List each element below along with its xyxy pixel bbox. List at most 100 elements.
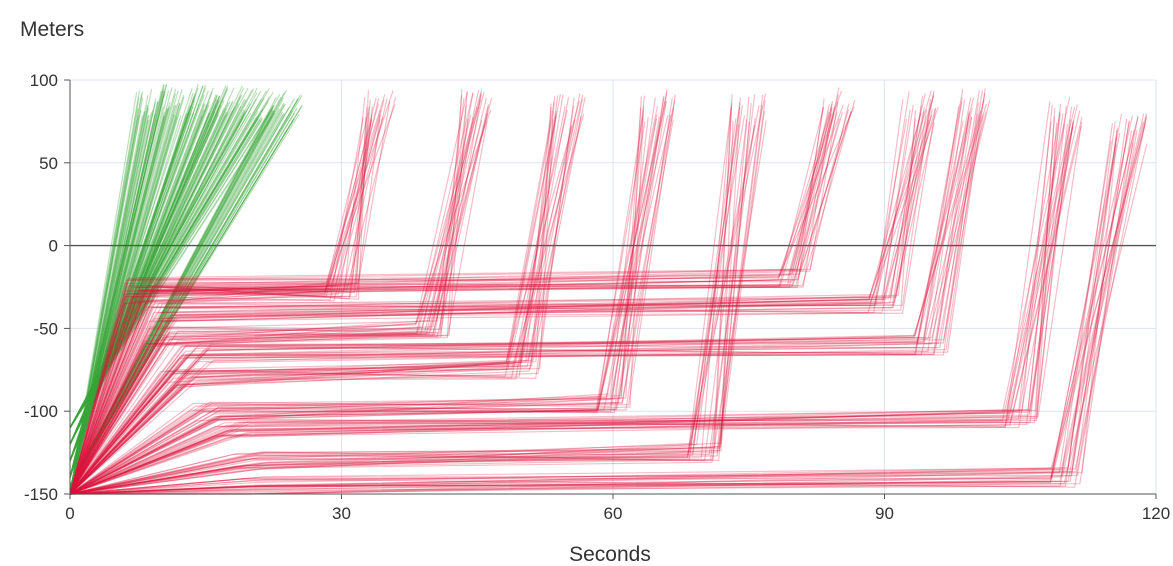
series-line-red bbox=[69, 108, 933, 495]
series-line-green bbox=[69, 85, 229, 445]
series-line-red bbox=[69, 98, 388, 495]
series-line-red bbox=[69, 102, 555, 495]
series-line-green bbox=[69, 115, 258, 429]
series-line-green bbox=[69, 103, 287, 486]
series-line-red bbox=[69, 98, 583, 495]
series-line-red bbox=[69, 93, 926, 495]
series-line-red bbox=[69, 104, 1078, 495]
series-line-red bbox=[69, 109, 492, 495]
series-line-green bbox=[69, 103, 205, 462]
series-line-green bbox=[69, 85, 204, 462]
series-line-green bbox=[69, 99, 220, 462]
series-line-green bbox=[69, 98, 300, 487]
series-line-green bbox=[69, 115, 203, 462]
series-line-red bbox=[69, 118, 381, 495]
series-line-red bbox=[69, 114, 984, 495]
series-line-red bbox=[69, 113, 585, 495]
series-line-red bbox=[69, 121, 1083, 495]
series-line-red bbox=[69, 109, 850, 495]
series-line-red bbox=[69, 107, 973, 495]
series-line-green bbox=[69, 107, 225, 445]
series-line-green bbox=[69, 113, 156, 495]
series-line-green bbox=[69, 90, 170, 478]
series-line-red bbox=[69, 114, 672, 495]
series-line-green bbox=[69, 87, 173, 478]
series-line-green bbox=[69, 112, 211, 462]
series-line-red bbox=[69, 122, 935, 495]
series-line-green bbox=[69, 116, 263, 429]
series-line-red bbox=[69, 118, 908, 495]
series-line-red bbox=[69, 98, 825, 495]
series-line-green bbox=[69, 98, 299, 487]
series-line-green bbox=[69, 109, 154, 495]
series-line-red bbox=[69, 104, 844, 495]
series-line-green bbox=[69, 98, 296, 487]
series-line-red bbox=[69, 112, 843, 495]
y-tick-label: 100 bbox=[30, 71, 58, 90]
series-line-green bbox=[69, 108, 139, 495]
y-tick-label: -50 bbox=[33, 319, 58, 338]
series-line-red bbox=[69, 117, 649, 495]
series-line-red bbox=[69, 116, 981, 495]
series-line-green bbox=[69, 93, 197, 462]
series-line-red bbox=[69, 96, 586, 495]
series-line-green bbox=[69, 106, 171, 478]
series-line-green bbox=[69, 87, 249, 429]
series-line-red bbox=[69, 108, 833, 495]
x-tick-label: 60 bbox=[604, 504, 623, 523]
series-line-red bbox=[69, 121, 1116, 495]
series-line-red bbox=[69, 97, 665, 495]
series-line-green bbox=[69, 96, 242, 445]
series-line-green bbox=[69, 109, 168, 495]
series-line-red bbox=[69, 107, 552, 495]
series-line-red bbox=[69, 105, 1067, 495]
series-line-red bbox=[69, 106, 939, 495]
series-line-red bbox=[69, 117, 973, 495]
series-line-green bbox=[69, 111, 145, 495]
series-line-red bbox=[69, 98, 932, 495]
y-tick-label: 0 bbox=[49, 237, 58, 256]
series-line-green bbox=[69, 98, 257, 429]
series-line-green bbox=[69, 109, 142, 495]
series-line-red bbox=[69, 100, 667, 495]
series-line-red bbox=[69, 129, 1135, 495]
series-line-red bbox=[69, 110, 917, 495]
series-line-red bbox=[69, 111, 987, 495]
series-line-red bbox=[69, 107, 732, 495]
series-line-red bbox=[69, 94, 756, 495]
series-line-green bbox=[69, 115, 150, 495]
series-line-green bbox=[69, 101, 171, 478]
series-line-green bbox=[69, 95, 218, 462]
series-line-red bbox=[69, 107, 925, 495]
series-line-red bbox=[69, 97, 974, 495]
series-line-red bbox=[69, 116, 1055, 495]
series-line-red bbox=[69, 118, 737, 495]
series-line-green bbox=[69, 92, 138, 495]
series-line-red bbox=[69, 122, 1058, 495]
series-line-red bbox=[69, 105, 658, 495]
series-line-green bbox=[69, 104, 148, 495]
series-line-green bbox=[69, 95, 303, 487]
series-line-red bbox=[69, 104, 763, 495]
series-line-red bbox=[69, 93, 935, 495]
series-line-green bbox=[69, 116, 245, 445]
series-line-green bbox=[69, 100, 196, 462]
series-line-green bbox=[69, 99, 262, 429]
series-line-green bbox=[69, 103, 206, 462]
series-line-red bbox=[69, 142, 1134, 495]
series-line-red bbox=[69, 95, 665, 495]
series-line-green bbox=[69, 119, 149, 495]
series-line-red bbox=[69, 120, 734, 495]
series-line-green bbox=[69, 95, 221, 445]
series-line-green bbox=[69, 113, 284, 486]
series-line-red bbox=[69, 92, 474, 495]
series-line-red bbox=[69, 109, 568, 495]
series-line-red bbox=[69, 95, 646, 495]
series-line-red bbox=[69, 114, 933, 495]
series-line-red bbox=[69, 122, 1147, 495]
series-line-green bbox=[69, 92, 285, 486]
series-line-green bbox=[69, 110, 248, 429]
series-line-green bbox=[69, 88, 255, 429]
series-line-green bbox=[69, 95, 149, 495]
